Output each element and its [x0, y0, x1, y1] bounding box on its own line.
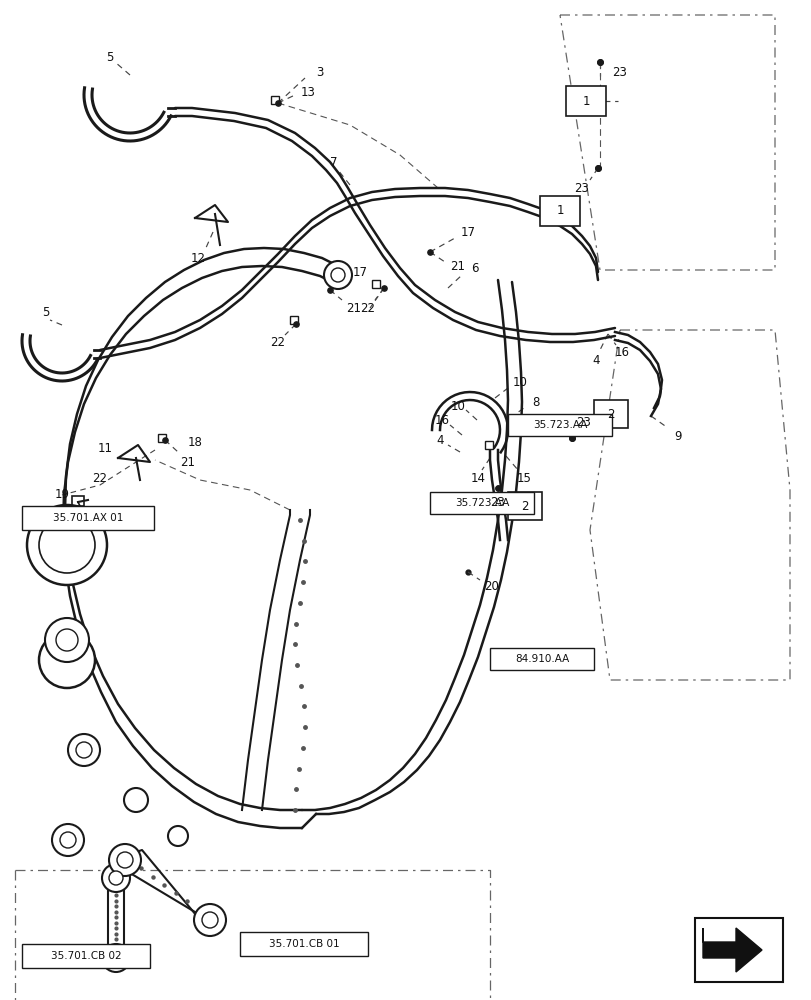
Text: 16: 16 [434, 414, 449, 426]
Text: 23: 23 [576, 416, 590, 428]
Bar [72, 496, 84, 506]
Text: 35.701.CB 01: 35.701.CB 01 [268, 939, 339, 949]
Text: 35.701.CB 02: 35.701.CB 02 [50, 951, 121, 961]
Circle shape [27, 505, 107, 585]
Text: 22: 22 [92, 472, 107, 485]
Text: 3: 3 [316, 66, 324, 79]
Text: 20: 20 [484, 580, 499, 592]
Bar [240, 932, 367, 956]
Circle shape [109, 871, 122, 885]
Circle shape [39, 632, 95, 688]
Text: 5: 5 [106, 51, 114, 64]
Bar [290, 316, 298, 324]
Text: 7: 7 [330, 156, 337, 169]
Circle shape [76, 742, 92, 758]
Text: 9: 9 [673, 430, 681, 442]
FancyBboxPatch shape [508, 492, 541, 520]
Text: 6: 6 [470, 261, 478, 274]
Text: 5: 5 [42, 306, 49, 318]
Circle shape [109, 844, 141, 876]
Text: 18: 18 [187, 436, 202, 448]
Text: 19: 19 [54, 488, 70, 502]
Text: 2: 2 [521, 499, 528, 512]
Text: 23: 23 [611, 66, 627, 79]
Bar [271, 96, 279, 104]
Text: 4: 4 [436, 434, 443, 446]
Text: 23: 23 [490, 495, 504, 508]
Bar [508, 414, 611, 436]
Circle shape [56, 629, 78, 651]
Text: 13: 13 [300, 86, 315, 99]
Text: 14: 14 [470, 472, 485, 485]
Circle shape [39, 517, 95, 573]
Text: 11: 11 [97, 442, 113, 454]
Bar [22, 944, 150, 968]
Polygon shape [702, 928, 761, 972]
Bar [489, 648, 594, 670]
Text: 12: 12 [191, 251, 205, 264]
FancyBboxPatch shape [565, 86, 605, 116]
Text: 15: 15 [516, 472, 530, 485]
Text: 35.701.AX 01: 35.701.AX 01 [53, 513, 123, 523]
Circle shape [102, 864, 130, 892]
Text: 16: 16 [614, 346, 629, 359]
Text: 1: 1 [581, 95, 589, 108]
Text: 21: 21 [180, 456, 195, 468]
Circle shape [124, 788, 148, 812]
Text: 21: 21 [346, 302, 361, 314]
Text: 10: 10 [512, 375, 527, 388]
Text: 22: 22 [360, 302, 375, 314]
Circle shape [202, 912, 217, 928]
Circle shape [324, 261, 351, 289]
Circle shape [117, 852, 133, 868]
Text: 2: 2 [607, 408, 614, 420]
Bar [371, 280, 380, 288]
Circle shape [194, 904, 225, 936]
Circle shape [45, 618, 89, 662]
Circle shape [102, 944, 130, 972]
Circle shape [109, 951, 122, 965]
Text: 35.723.AA: 35.723.AA [454, 498, 508, 508]
Text: 84.910.AA: 84.910.AA [514, 654, 569, 664]
Bar [484, 441, 492, 449]
Text: 8: 8 [532, 395, 539, 408]
Text: 4: 4 [591, 354, 599, 366]
Bar [158, 434, 165, 442]
Text: 1: 1 [556, 205, 563, 218]
Text: 21: 21 [450, 259, 465, 272]
Circle shape [60, 832, 76, 848]
FancyBboxPatch shape [539, 196, 579, 226]
Bar [694, 918, 782, 982]
FancyBboxPatch shape [594, 400, 627, 428]
Circle shape [68, 734, 100, 766]
Text: 23: 23 [574, 182, 589, 195]
Circle shape [331, 268, 345, 282]
Circle shape [52, 824, 84, 856]
Circle shape [168, 826, 188, 846]
Text: 17: 17 [352, 265, 367, 278]
Bar [430, 492, 534, 514]
Text: 35.723.AA: 35.723.AA [532, 420, 586, 430]
Bar [22, 506, 154, 530]
Text: 10: 10 [450, 399, 465, 412]
Text: 17: 17 [460, 226, 475, 238]
Text: 22: 22 [270, 336, 285, 349]
